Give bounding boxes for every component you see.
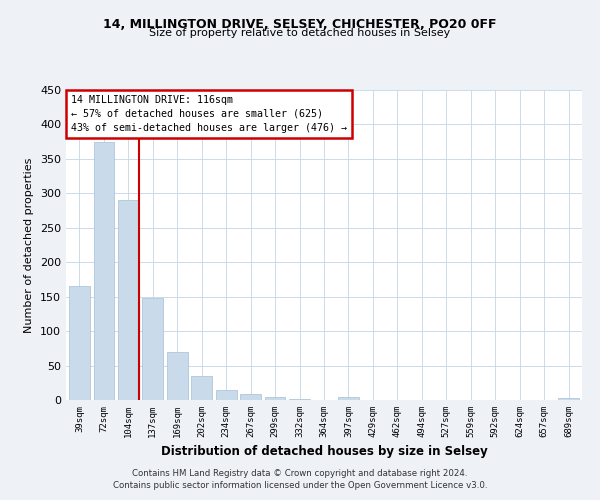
Bar bbox=[118, 200, 139, 400]
Text: Size of property relative to detached houses in Selsey: Size of property relative to detached ho… bbox=[149, 28, 451, 38]
Bar bbox=[289, 398, 310, 400]
Bar bbox=[265, 396, 286, 400]
Bar bbox=[240, 394, 261, 400]
Text: 14, MILLINGTON DRIVE, SELSEY, CHICHESTER, PO20 0FF: 14, MILLINGTON DRIVE, SELSEY, CHICHESTER… bbox=[103, 18, 497, 30]
X-axis label: Distribution of detached houses by size in Selsey: Distribution of detached houses by size … bbox=[161, 446, 487, 458]
Bar bbox=[94, 142, 114, 400]
Bar bbox=[216, 390, 236, 400]
Text: Contains public sector information licensed under the Open Government Licence v3: Contains public sector information licen… bbox=[113, 481, 487, 490]
Bar bbox=[338, 397, 359, 400]
Bar bbox=[69, 286, 90, 400]
Bar bbox=[142, 298, 163, 400]
Y-axis label: Number of detached properties: Number of detached properties bbox=[25, 158, 34, 332]
Bar bbox=[191, 376, 212, 400]
Bar bbox=[167, 352, 188, 400]
Bar bbox=[558, 398, 579, 400]
Text: 14 MILLINGTON DRIVE: 116sqm
← 57% of detached houses are smaller (625)
43% of se: 14 MILLINGTON DRIVE: 116sqm ← 57% of det… bbox=[71, 94, 347, 132]
Text: Contains HM Land Registry data © Crown copyright and database right 2024.: Contains HM Land Registry data © Crown c… bbox=[132, 468, 468, 477]
